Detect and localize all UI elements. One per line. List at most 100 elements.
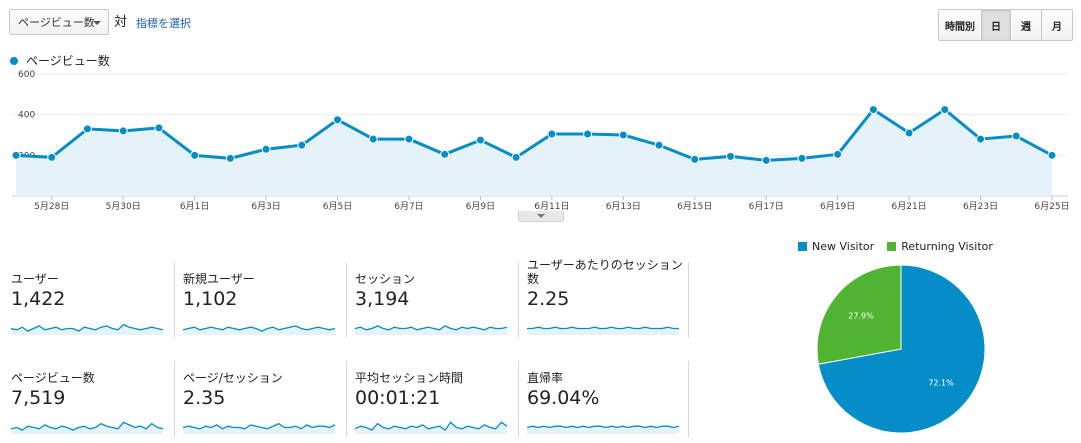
- data-point: [797, 153, 807, 163]
- data-point: [440, 149, 450, 159]
- pie-legend-label: Returning Visitor: [901, 240, 993, 253]
- scorecard[interactable]: ページビュー数 7,519: [11, 357, 171, 437]
- sparkline-line: [183, 325, 335, 332]
- scorecard[interactable]: 直帰率 69.04%: [527, 357, 687, 437]
- period-month-button[interactable]: 月: [1041, 10, 1072, 40]
- data-point: [547, 129, 557, 139]
- pie-legend-item-returning[interactable]: Returning Visitor: [887, 240, 993, 253]
- data-point: [1011, 131, 1021, 141]
- visitor-type-pie-chart: 72.1% 27.9%: [816, 264, 986, 434]
- scorecard-divider: [518, 361, 519, 437]
- scorecard-sparkline: [355, 421, 507, 434]
- data-point: [333, 115, 343, 125]
- pie-legend: New Visitor Returning Visitor: [798, 240, 1006, 253]
- x-tick-label: 6月7日: [394, 201, 423, 210]
- data-point: [618, 130, 628, 140]
- pageviews-line-chart: 6004002005月28日5月30日6月1日6月3日6月5日6月7日6月9日6…: [11, 70, 1070, 210]
- sparkline-area: [11, 324, 163, 335]
- vs-label: 対: [114, 15, 128, 30]
- pie-legend-label: New Visitor: [812, 240, 875, 253]
- data-point: [47, 152, 57, 162]
- x-tick-label: 6月23日: [963, 201, 998, 210]
- data-point: [404, 134, 414, 144]
- series-line: [15, 108, 1053, 162]
- data-point: [261, 144, 271, 154]
- data-point: [654, 140, 664, 150]
- scorecard-label: ページビュー数: [11, 371, 95, 385]
- data-point: [583, 129, 593, 139]
- scorecard-divider: [174, 262, 175, 338]
- sparkline-line: [183, 422, 335, 430]
- scorecard-sparkline: [183, 325, 335, 335]
- x-tick-label: 6月3日: [251, 201, 280, 210]
- data-point: [904, 128, 914, 138]
- x-tick-label: 6月11日: [534, 201, 569, 210]
- data-point: [118, 126, 128, 136]
- data-point: [1047, 150, 1057, 160]
- pie-slice-label: 27.9%: [848, 312, 874, 321]
- scorecard-label: ユーザー: [11, 272, 59, 286]
- scorecard[interactable]: ページ/セッション 2.35: [183, 357, 343, 437]
- pie-slice-new-visitor: [817, 264, 986, 434]
- scorecard[interactable]: セッション 3,194: [355, 258, 515, 338]
- data-point: [475, 135, 485, 145]
- x-tick-label: 5月30日: [106, 201, 141, 210]
- scorecard[interactable]: 新規ユーザー 1,102: [183, 258, 343, 338]
- line-chart-legend-label: ページビュー数: [26, 54, 110, 68]
- pie-legend-item-new[interactable]: New Visitor: [798, 240, 874, 253]
- data-point: [190, 150, 200, 160]
- scorecard-value: 00:01:21: [355, 387, 441, 409]
- scorecard-divider: [688, 361, 689, 437]
- sparkline-line: [355, 325, 507, 331]
- data-point: [940, 105, 950, 115]
- period-toggle-group: 時間別 日 週 月: [938, 9, 1073, 41]
- metric-select[interactable]: ページビュー数: [9, 9, 109, 35]
- scorecard-value: 1,422: [11, 288, 66, 310]
- expand-chart-handle[interactable]: [518, 211, 564, 222]
- period-hourly-button[interactable]: 時間別: [939, 10, 981, 40]
- sparkline-line: [355, 421, 507, 431]
- scorecard-sparkline: [183, 422, 335, 434]
- sparkline-line: [527, 425, 679, 429]
- series-area: [16, 109, 1052, 196]
- sparkline-line: [527, 326, 679, 330]
- sparkline-line: [11, 421, 163, 431]
- scorecard[interactable]: ユーザーあたりのセッション数 2.25: [527, 258, 687, 338]
- sparkline-line: [11, 323, 163, 332]
- period-day-button[interactable]: 日: [981, 10, 1010, 40]
- choose-metric-link[interactable]: 指標を選択: [136, 17, 191, 30]
- new-visitor-swatch: [798, 242, 807, 251]
- data-point: [368, 134, 378, 144]
- line-chart-legend: ページビュー数: [10, 52, 110, 69]
- chevron-down-icon: [93, 21, 101, 25]
- x-tick-label: 6月9日: [466, 201, 495, 210]
- data-point: [868, 105, 878, 115]
- scorecard-label: ユーザーあたりのセッション数: [527, 258, 683, 286]
- scorecard-sparkline: [527, 326, 679, 335]
- data-point: [976, 134, 986, 144]
- scorecard[interactable]: ユーザー 1,422: [11, 258, 171, 338]
- scorecard[interactable]: 平均セッション時間 00:01:21: [355, 357, 515, 437]
- data-point: [761, 155, 771, 165]
- scorecard-sparkline: [11, 323, 163, 335]
- x-tick-label: 6月17日: [749, 201, 784, 210]
- pie-slice-returning-visitor: [816, 264, 902, 365]
- data-point: [725, 151, 735, 161]
- x-tick-label: 6月15日: [677, 201, 712, 210]
- scorecard-value: 69.04%: [527, 387, 600, 409]
- scorecard-value: 3,194: [355, 288, 410, 310]
- scorecard-divider: [174, 361, 175, 437]
- x-tick-label: 5月28日: [34, 201, 69, 210]
- data-point: [690, 154, 700, 164]
- data-point: [297, 140, 307, 150]
- period-week-button[interactable]: 週: [1010, 10, 1041, 40]
- scorecard-label: 新規ユーザー: [183, 272, 255, 286]
- returning-visitor-swatch: [887, 242, 897, 251]
- scorecard-label: ページ/セッション: [183, 371, 283, 385]
- data-point: [154, 123, 164, 133]
- chevron-down-icon: [537, 214, 545, 218]
- scorecard-sparkline: [11, 421, 163, 434]
- x-tick-label: 6月13日: [606, 201, 641, 210]
- y-tick-label: 400: [18, 111, 35, 121]
- scorecard-value: 2.35: [183, 387, 226, 409]
